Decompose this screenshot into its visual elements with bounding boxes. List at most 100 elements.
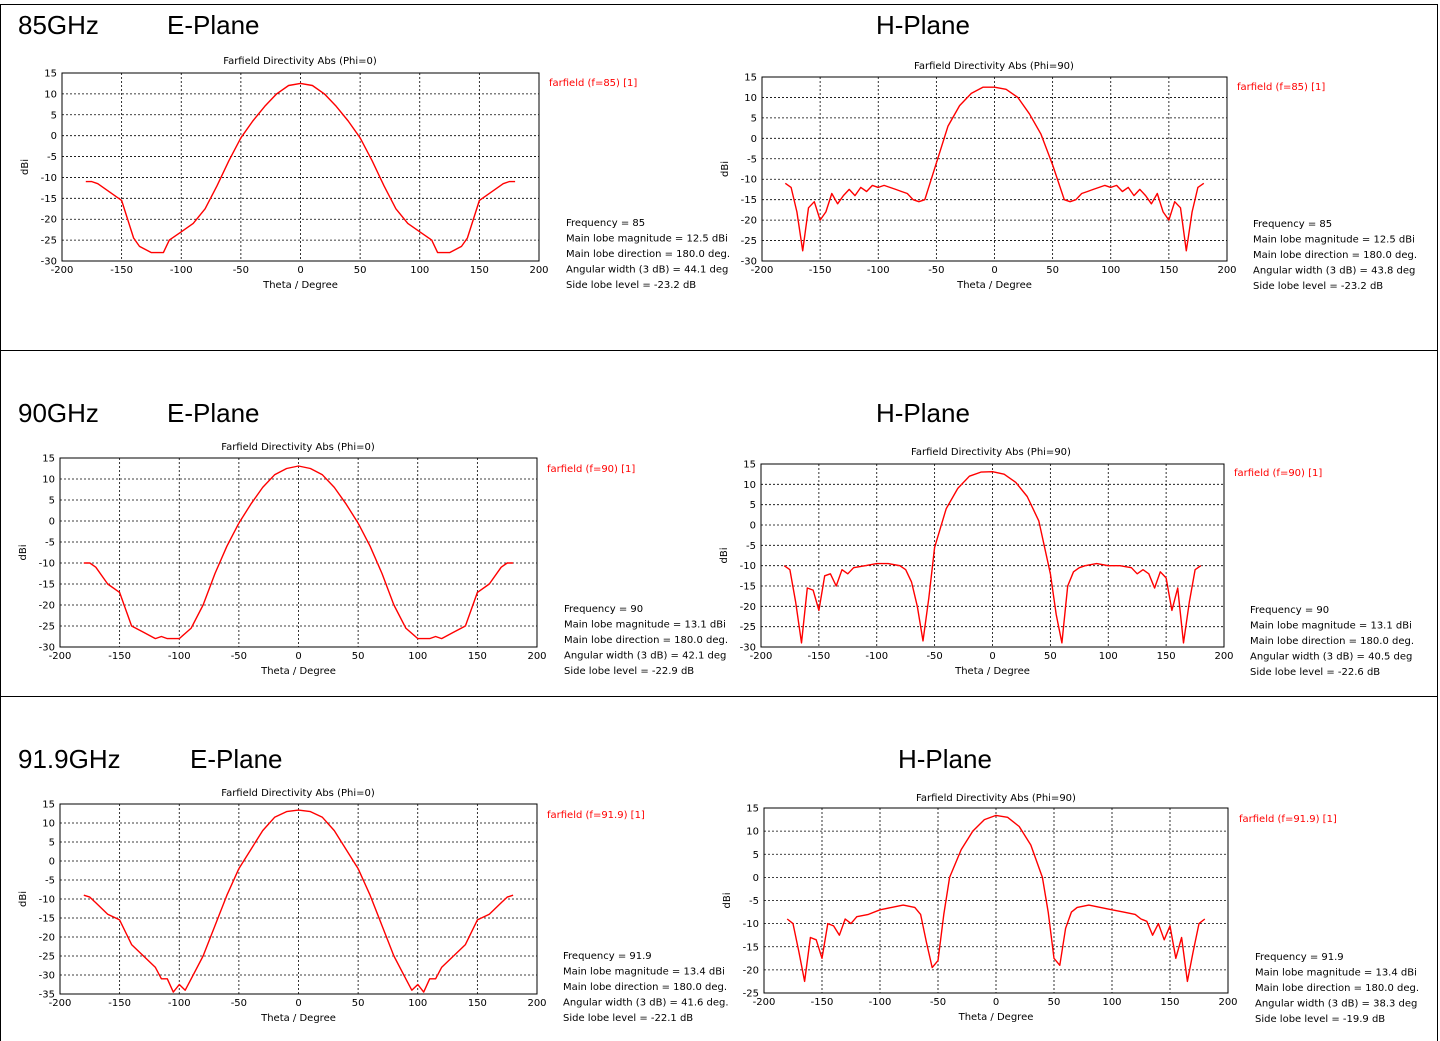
y-tick-label: 0: [49, 517, 55, 528]
legend-entry: farfield (f=91.9) [1]: [547, 810, 645, 821]
info-line: Main lobe direction = 180.0 deg.: [1253, 250, 1417, 261]
y-tick-label: 15: [746, 804, 759, 815]
y-tick-label: -15: [41, 194, 57, 205]
freq-label-85ghz: 85GHz: [18, 10, 99, 40]
x-tick-label: 0: [297, 265, 303, 276]
y-axis-label: dBi: [719, 548, 730, 564]
y-tick-label: 0: [51, 131, 57, 142]
x-axis-label: Theta / Degree: [954, 666, 1030, 677]
info-line: Main lobe direction = 180.0 deg.: [564, 635, 728, 646]
y-axis-label: dBi: [18, 891, 29, 907]
info-line: Main lobe magnitude = 12.5 dBi: [566, 234, 728, 245]
info-line: Side lobe level = -23.2 dB: [566, 280, 696, 291]
x-tick-label: -100: [170, 265, 193, 276]
x-tick-label: 200: [527, 651, 546, 662]
hplane-label-85ghz: H-Plane: [876, 10, 970, 40]
directivity-curve: [83, 465, 514, 640]
info-line: Frequency = 85: [1253, 219, 1332, 230]
info-line: Side lobe level = -23.2 dB: [1253, 281, 1383, 292]
x-tick-label: 200: [1214, 651, 1233, 662]
x-tick-label: 100: [1102, 997, 1121, 1008]
x-axis-label: Theta / Degree: [260, 666, 336, 677]
info-line: Main lobe direction = 180.0 deg.: [566, 249, 730, 260]
directivity-curve: [784, 86, 1205, 252]
y-tick-label: -30: [741, 257, 757, 268]
x-tick-label: -200: [751, 265, 774, 276]
y-tick-label: 15: [743, 460, 756, 471]
x-tick-label: 150: [1160, 997, 1179, 1008]
y-tick-label: 5: [751, 113, 757, 124]
y-tick-label: -5: [746, 541, 756, 552]
x-tick-label: -200: [750, 651, 773, 662]
chart-title: Farfield Directivity Abs (Phi=0): [221, 788, 375, 799]
y-tick-label: -20: [39, 933, 55, 944]
x-tick-label: 100: [410, 265, 429, 276]
eplane-label-91-9ghz: E-Plane: [190, 744, 283, 774]
legend-entry: farfield (f=90) [1]: [547, 464, 635, 475]
hplane-plot-85ghz: -200 -150 -100 -50 0 50 100 150 200151050-5-10-1…: [720, 61, 1417, 292]
y-tick-label: -20: [740, 602, 756, 613]
info-line: Angular width (3 dB) = 38.3 deg: [1255, 999, 1417, 1010]
x-tick-label: -100: [865, 651, 888, 662]
x-tick-label: -100: [168, 651, 191, 662]
y-tick-label: 5: [51, 110, 57, 121]
directivity-curve: [83, 809, 514, 993]
y-tick-label: -10: [743, 919, 759, 930]
info-line: Main lobe magnitude = 12.5 dBi: [1253, 235, 1415, 246]
info-line: Main lobe direction = 180.0 deg.: [563, 982, 727, 993]
info-line: Main lobe magnitude = 13.4 dBi: [1255, 968, 1417, 979]
y-tick-label: 15: [42, 454, 55, 465]
info-line: Frequency = 90: [564, 604, 643, 615]
x-tick-label: -50: [928, 265, 944, 276]
y-tick-label: -15: [740, 582, 756, 593]
x-tick-label: -100: [168, 998, 191, 1009]
y-tick-label: -15: [39, 914, 55, 925]
x-tick-label: -50: [231, 651, 247, 662]
y-tick-label: 5: [49, 838, 55, 849]
y-tick-label: -5: [45, 876, 55, 887]
y-tick-label: 0: [750, 521, 756, 532]
legend-entry: farfield (f=85) [1]: [1237, 82, 1325, 93]
x-tick-label: -150: [108, 998, 131, 1009]
info-line: Frequency = 90: [1250, 605, 1329, 616]
eplane-plot-85ghz: -200 -150 -100 -50 0 50 100 150 200151050-5-10-1…: [20, 56, 730, 291]
info-line: Main lobe magnitude = 13.1 dBi: [564, 620, 726, 631]
y-tick-label: 5: [753, 850, 759, 861]
eplane-plot-90ghz: -200 -150 -100 -50 0 50 100 150 200151050-5-10-1…: [18, 442, 728, 677]
y-tick-label: -5: [749, 896, 759, 907]
y-tick-label: -30: [740, 643, 756, 654]
x-tick-label: -200: [753, 997, 776, 1008]
x-tick-label: -200: [49, 651, 72, 662]
info-line: Side lobe level = -22.1 dB: [563, 1013, 693, 1024]
y-tick-label: -10: [41, 173, 57, 184]
info-line: Angular width (3 dB) = 44.1 deg: [566, 265, 728, 276]
x-axis-label: Theta / Degree: [260, 1013, 336, 1024]
x-tick-label: 50: [1046, 265, 1059, 276]
x-tick-label: 0: [989, 651, 995, 662]
x-tick-label: -50: [926, 651, 942, 662]
x-tick-label: -150: [811, 997, 834, 1008]
info-line: Frequency = 85: [566, 218, 645, 229]
y-axis-label: dBi: [18, 545, 29, 561]
x-tick-label: -50: [930, 997, 946, 1008]
y-tick-label: -25: [743, 989, 759, 1000]
x-tick-label: 200: [529, 265, 548, 276]
freq-label-90ghz: 90GHz: [18, 398, 99, 428]
y-tick-label: -35: [39, 990, 55, 1001]
x-tick-label: 200: [1217, 265, 1236, 276]
y-axis-label: dBi: [20, 159, 31, 175]
x-tick-label: -200: [49, 998, 72, 1009]
info-line: Angular width (3 dB) = 43.8 deg: [1253, 266, 1415, 277]
y-tick-label: 0: [49, 857, 55, 868]
x-tick-label: 50: [352, 651, 365, 662]
y-tick-label: 10: [44, 89, 57, 100]
chart-title: Farfield Directivity Abs (Phi=0): [223, 56, 377, 67]
hplane-plot-91-9ghz: -200 -150 -100 -50 0 50 100 150 200151050-5-10-1…: [722, 793, 1419, 1025]
directivity-curve: [85, 82, 516, 254]
legend-entry: farfield (f=90) [1]: [1234, 468, 1322, 479]
y-tick-label: 10: [743, 480, 756, 491]
x-tick-label: 0: [991, 265, 997, 276]
x-tick-label: 200: [527, 998, 546, 1009]
y-tick-label: 15: [744, 73, 757, 84]
legend-entry: farfield (f=91.9) [1]: [1239, 814, 1337, 825]
